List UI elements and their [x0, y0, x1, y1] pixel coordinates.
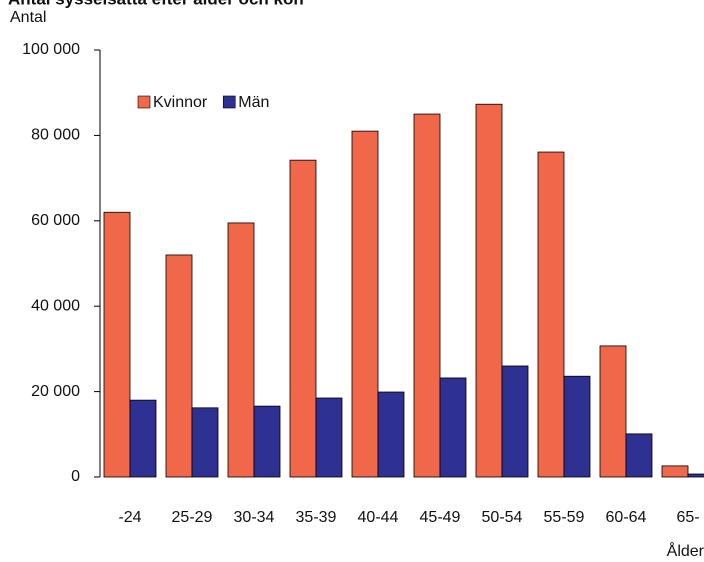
bar: [537, 151, 565, 478]
x-tick-label: 55-59: [544, 509, 585, 526]
bar: [351, 130, 379, 478]
y-tick-label: 100 000: [22, 41, 80, 58]
bar: [413, 113, 441, 478]
bar: [599, 345, 627, 478]
x-tick-label: 65-: [676, 509, 699, 526]
y-tick-label: 20 000: [31, 383, 80, 400]
bar: [475, 103, 503, 478]
x-axis-label: Ålder: [667, 541, 704, 560]
bar: [253, 405, 281, 478]
y-tick-label: 80 000: [31, 127, 80, 144]
bar: [563, 375, 591, 478]
bar: [315, 397, 343, 478]
bar: [289, 159, 317, 478]
bar: [103, 211, 131, 478]
bar: [165, 254, 193, 478]
bar: [501, 365, 529, 478]
legend-label: Kvinnor: [153, 94, 208, 111]
x-tick-label: 60-64: [606, 509, 647, 526]
bar: [687, 473, 704, 478]
x-tick-label: 45-49: [420, 509, 461, 526]
chart-title: Antal sysselsatta efter ålder och kön: [8, 0, 304, 8]
x-tick-label: 50-54: [482, 509, 523, 526]
x-tick-label: 35-39: [296, 509, 337, 526]
x-tick-label: -24: [118, 509, 141, 526]
y-axis-label: Antal: [10, 9, 46, 26]
bar: [227, 222, 255, 478]
legend-swatch: [222, 95, 236, 109]
y-tick-label: 40 000: [31, 297, 80, 314]
bar: [661, 465, 689, 478]
bar: [625, 433, 653, 478]
y-tick-label: 0: [71, 468, 80, 485]
bar: [129, 399, 157, 478]
x-tick-label: 40-44: [358, 509, 399, 526]
y-tick-label: 60 000: [31, 212, 80, 229]
bar: [439, 377, 467, 478]
legend-swatch: [137, 95, 151, 109]
bar: [377, 391, 405, 478]
x-tick-label: 30-34: [234, 509, 275, 526]
legend-label: Män: [238, 94, 269, 111]
bar: [191, 407, 219, 478]
x-tick-label: 25-29: [172, 509, 213, 526]
